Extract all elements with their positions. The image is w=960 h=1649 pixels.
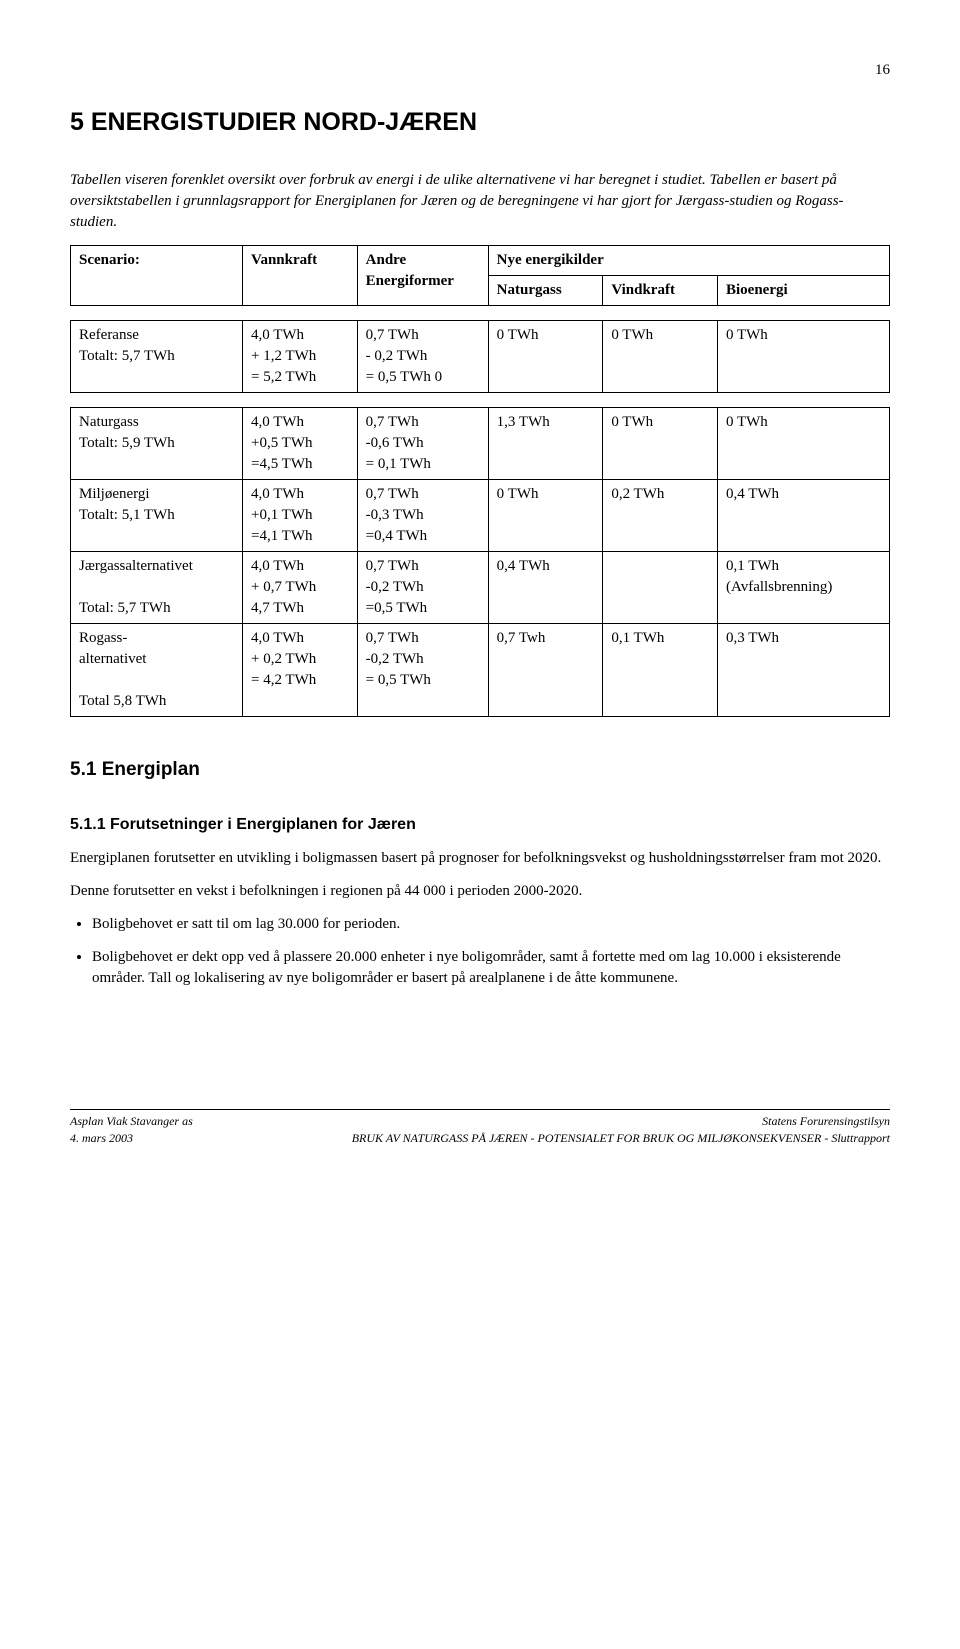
section-5-1-1-heading: 5.1.1 Forutsetninger i Energiplanen for … xyxy=(70,814,890,836)
page-number: 16 xyxy=(70,60,890,81)
cell-nat-vannkraft: 4,0 TWh +0,5 TWh =4,5 TWh xyxy=(242,408,357,480)
cell-mil-label: Miljøenergi Totalt: 5,1 TWh xyxy=(71,480,243,552)
cell-ref-label: Referanse Totalt: 5,7 TWh xyxy=(71,321,243,393)
page-title: 5 ENERGISTUDIER NORD-JÆREN xyxy=(70,105,890,140)
table-row: Miljøenergi Totalt: 5,1 TWh 4,0 TWh +0,1… xyxy=(71,480,890,552)
cell-mil-naturgass: 0 TWh xyxy=(488,480,603,552)
footer-right: Statens Forurensingstilsyn BRUK AV NATUR… xyxy=(352,1113,890,1147)
cell-rog-vannkraft: 4,0 TWh + 0,2 TWh = 4,2 TWh xyxy=(242,624,357,717)
cell-jae-andre: 0,7 TWh -0,2 TWh =0,5 TWh xyxy=(357,552,488,624)
cell-rog-andre: 0,7 TWh -0,2 TWh = 0,5 TWh xyxy=(357,624,488,717)
cell-rog-label: Rogass- alternativet Total 5,8 TWh xyxy=(71,624,243,717)
footer-left: Asplan Viak Stavanger as 4. mars 2003 xyxy=(70,1113,193,1147)
list-item: Boligbehovet er satt til om lag 30.000 f… xyxy=(92,914,890,935)
footer-company: Asplan Viak Stavanger as xyxy=(70,1113,193,1130)
col-scenario: Scenario: xyxy=(71,246,243,306)
cell-ref-vindkraft: 0 TWh xyxy=(603,321,718,393)
cell-mil-vindkraft: 0,2 TWh xyxy=(603,480,718,552)
footer-date: 4. mars 2003 xyxy=(70,1130,193,1147)
col-andre: Andre Energiformer xyxy=(357,246,488,306)
col-nye: Nye energikilder xyxy=(488,246,889,276)
cell-ref-naturgass: 0 TWh xyxy=(488,321,603,393)
cell-nat-bioenergi: 0 TWh xyxy=(717,408,889,480)
cell-rog-naturgass: 0,7 Twh xyxy=(488,624,603,717)
cell-jae-vindkraft xyxy=(603,552,718,624)
scenario-referanse-table: Referanse Totalt: 5,7 TWh 4,0 TWh + 1,2 … xyxy=(70,320,890,393)
col-vindkraft: Vindkraft xyxy=(603,276,718,306)
page-footer: Asplan Viak Stavanger as 4. mars 2003 St… xyxy=(70,1109,890,1147)
cell-mil-vannkraft: 4,0 TWh +0,1 TWh =4,1 TWh xyxy=(242,480,357,552)
cell-ref-andre: 0,7 TWh - 0,2 TWh = 0,5 TWh 0 xyxy=(357,321,488,393)
list-item: Boligbehovet er dekt opp ved å plassere … xyxy=(92,947,890,989)
table-row: Jærgassalternativet Total: 5,7 TWh 4,0 T… xyxy=(71,552,890,624)
table-row: Rogass- alternativet Total 5,8 TWh 4,0 T… xyxy=(71,624,890,717)
table-row: Naturgass Totalt: 5,9 TWh 4,0 TWh +0,5 T… xyxy=(71,408,890,480)
footer-client: Statens Forurensingstilsyn xyxy=(352,1113,890,1130)
scenario-header-table: Scenario: Vannkraft Andre Energiformer N… xyxy=(70,245,890,306)
col-vannkraft: Vannkraft xyxy=(242,246,357,306)
cell-nat-label: Naturgass Totalt: 5,9 TWh xyxy=(71,408,243,480)
col-bioenergi: Bioenergi xyxy=(717,276,889,306)
cell-jae-naturgass: 0,4 TWh xyxy=(488,552,603,624)
cell-ref-vannkraft: 4,0 TWh + 1,2 TWh = 5,2 TWh xyxy=(242,321,357,393)
cell-nat-andre: 0,7 TWh -0,6 TWh = 0,1 TWh xyxy=(357,408,488,480)
cell-jae-label: Jærgassalternativet Total: 5,7 TWh xyxy=(71,552,243,624)
col-naturgass: Naturgass xyxy=(488,276,603,306)
scenario-body-table: Naturgass Totalt: 5,9 TWh 4,0 TWh +0,5 T… xyxy=(70,407,890,717)
cell-mil-andre: 0,7 TWh -0,3 TWh =0,4 TWh xyxy=(357,480,488,552)
cell-jae-bioenergi: 0,1 TWh (Avfallsbrenning) xyxy=(717,552,889,624)
paragraph-2: Denne forutsetter en vekst i befolkninge… xyxy=(70,881,890,902)
cell-jae-vannkraft: 4,0 TWh + 0,7 TWh 4,7 TWh xyxy=(242,552,357,624)
cell-rog-bioenergi: 0,3 TWh xyxy=(717,624,889,717)
footer-report-title: BRUK AV NATURGASS PÅ JÆREN - POTENSIALET… xyxy=(352,1130,890,1147)
bullet-list: Boligbehovet er satt til om lag 30.000 f… xyxy=(92,914,890,989)
cell-mil-bioenergi: 0,4 TWh xyxy=(717,480,889,552)
cell-rog-vindkraft: 0,1 TWh xyxy=(603,624,718,717)
cell-nat-vindkraft: 0 TWh xyxy=(603,408,718,480)
cell-nat-naturgass: 1,3 TWh xyxy=(488,408,603,480)
section-5-1-heading: 5.1 Energiplan xyxy=(70,757,890,784)
paragraph-1: Energiplanen forutsetter en utvikling i … xyxy=(70,848,890,869)
intro-paragraph: Tabellen viseren forenklet oversikt over… xyxy=(70,170,890,233)
cell-ref-bioenergi: 0 TWh xyxy=(717,321,889,393)
